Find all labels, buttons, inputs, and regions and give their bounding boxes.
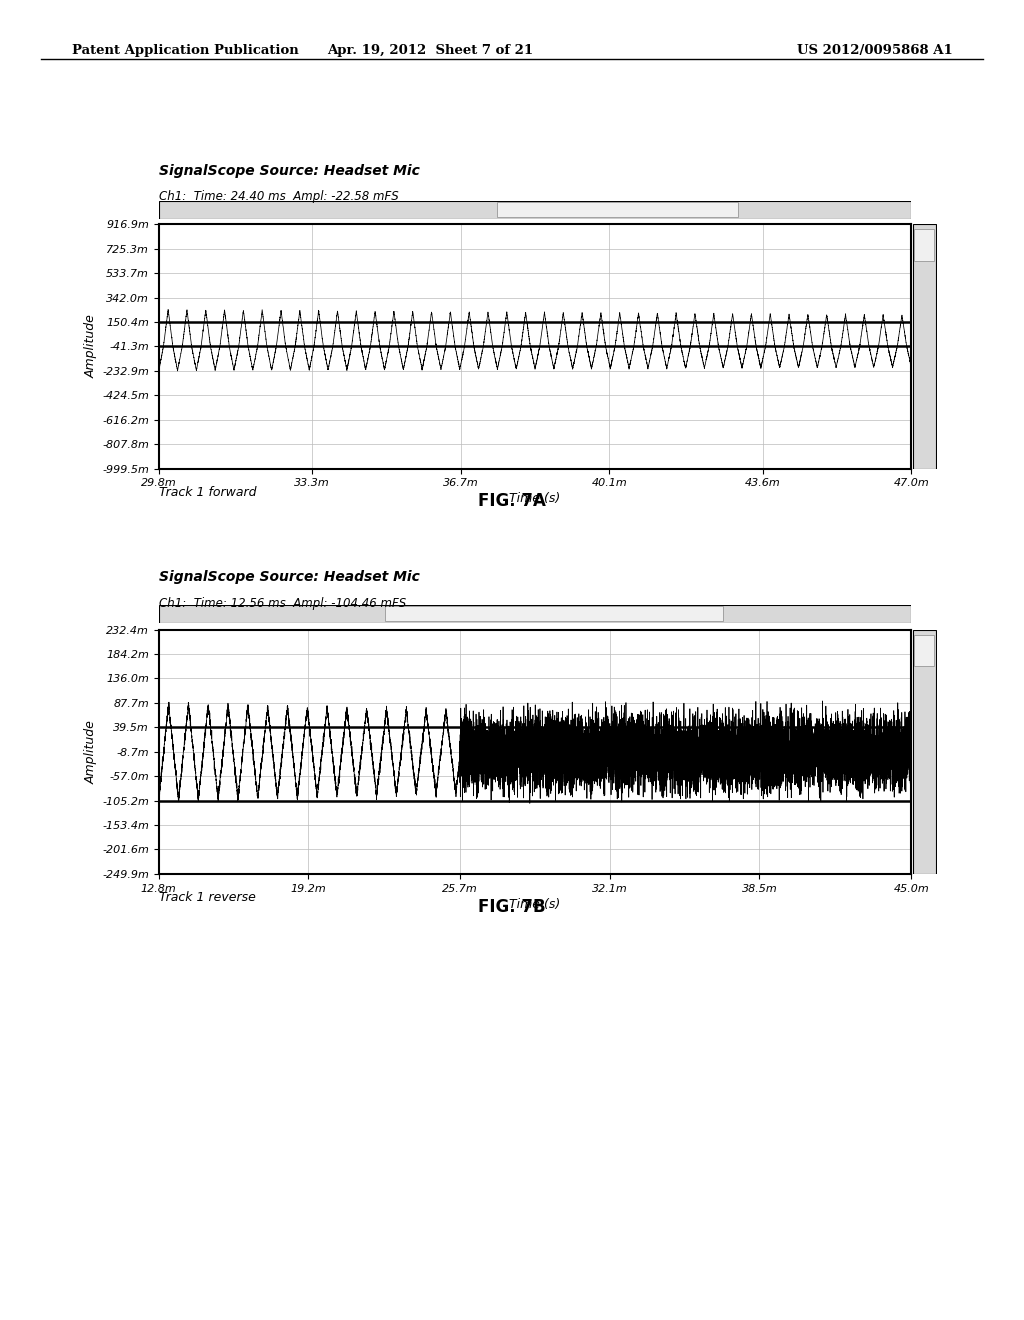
- Bar: [914, 635, 935, 667]
- Bar: [914, 230, 935, 261]
- Text: Track 1 forward: Track 1 forward: [159, 486, 256, 499]
- Text: US 2012/0095868 A1: US 2012/0095868 A1: [797, 44, 952, 57]
- Text: Track 1 reverse: Track 1 reverse: [159, 891, 256, 904]
- X-axis label: Time (s): Time (s): [509, 492, 561, 506]
- Y-axis label: Amplitude: Amplitude: [85, 314, 98, 379]
- Text: Ch1:  Time: 12.56 ms  Ampl: -104.46 mFS: Ch1: Time: 12.56 ms Ampl: -104.46 mFS: [159, 597, 406, 610]
- Y-axis label: Amplitude: Amplitude: [85, 719, 98, 784]
- Text: SignalScope Source: Headset Mic: SignalScope Source: Headset Mic: [159, 164, 420, 178]
- Text: FIG. 7A: FIG. 7A: [478, 492, 546, 511]
- Text: SignalScope Source: Headset Mic: SignalScope Source: Headset Mic: [159, 570, 420, 585]
- Text: Apr. 19, 2012  Sheet 7 of 21: Apr. 19, 2012 Sheet 7 of 21: [327, 44, 534, 57]
- Bar: [498, 202, 738, 218]
- Text: Patent Application Publication: Patent Application Publication: [72, 44, 298, 57]
- X-axis label: Time (s): Time (s): [509, 898, 561, 911]
- Text: Ch1:  Time: 24.40 ms  Ampl: -22.58 mFS: Ch1: Time: 24.40 ms Ampl: -22.58 mFS: [159, 190, 398, 203]
- Text: FIG. 7B: FIG. 7B: [478, 898, 546, 916]
- Bar: [385, 606, 723, 622]
